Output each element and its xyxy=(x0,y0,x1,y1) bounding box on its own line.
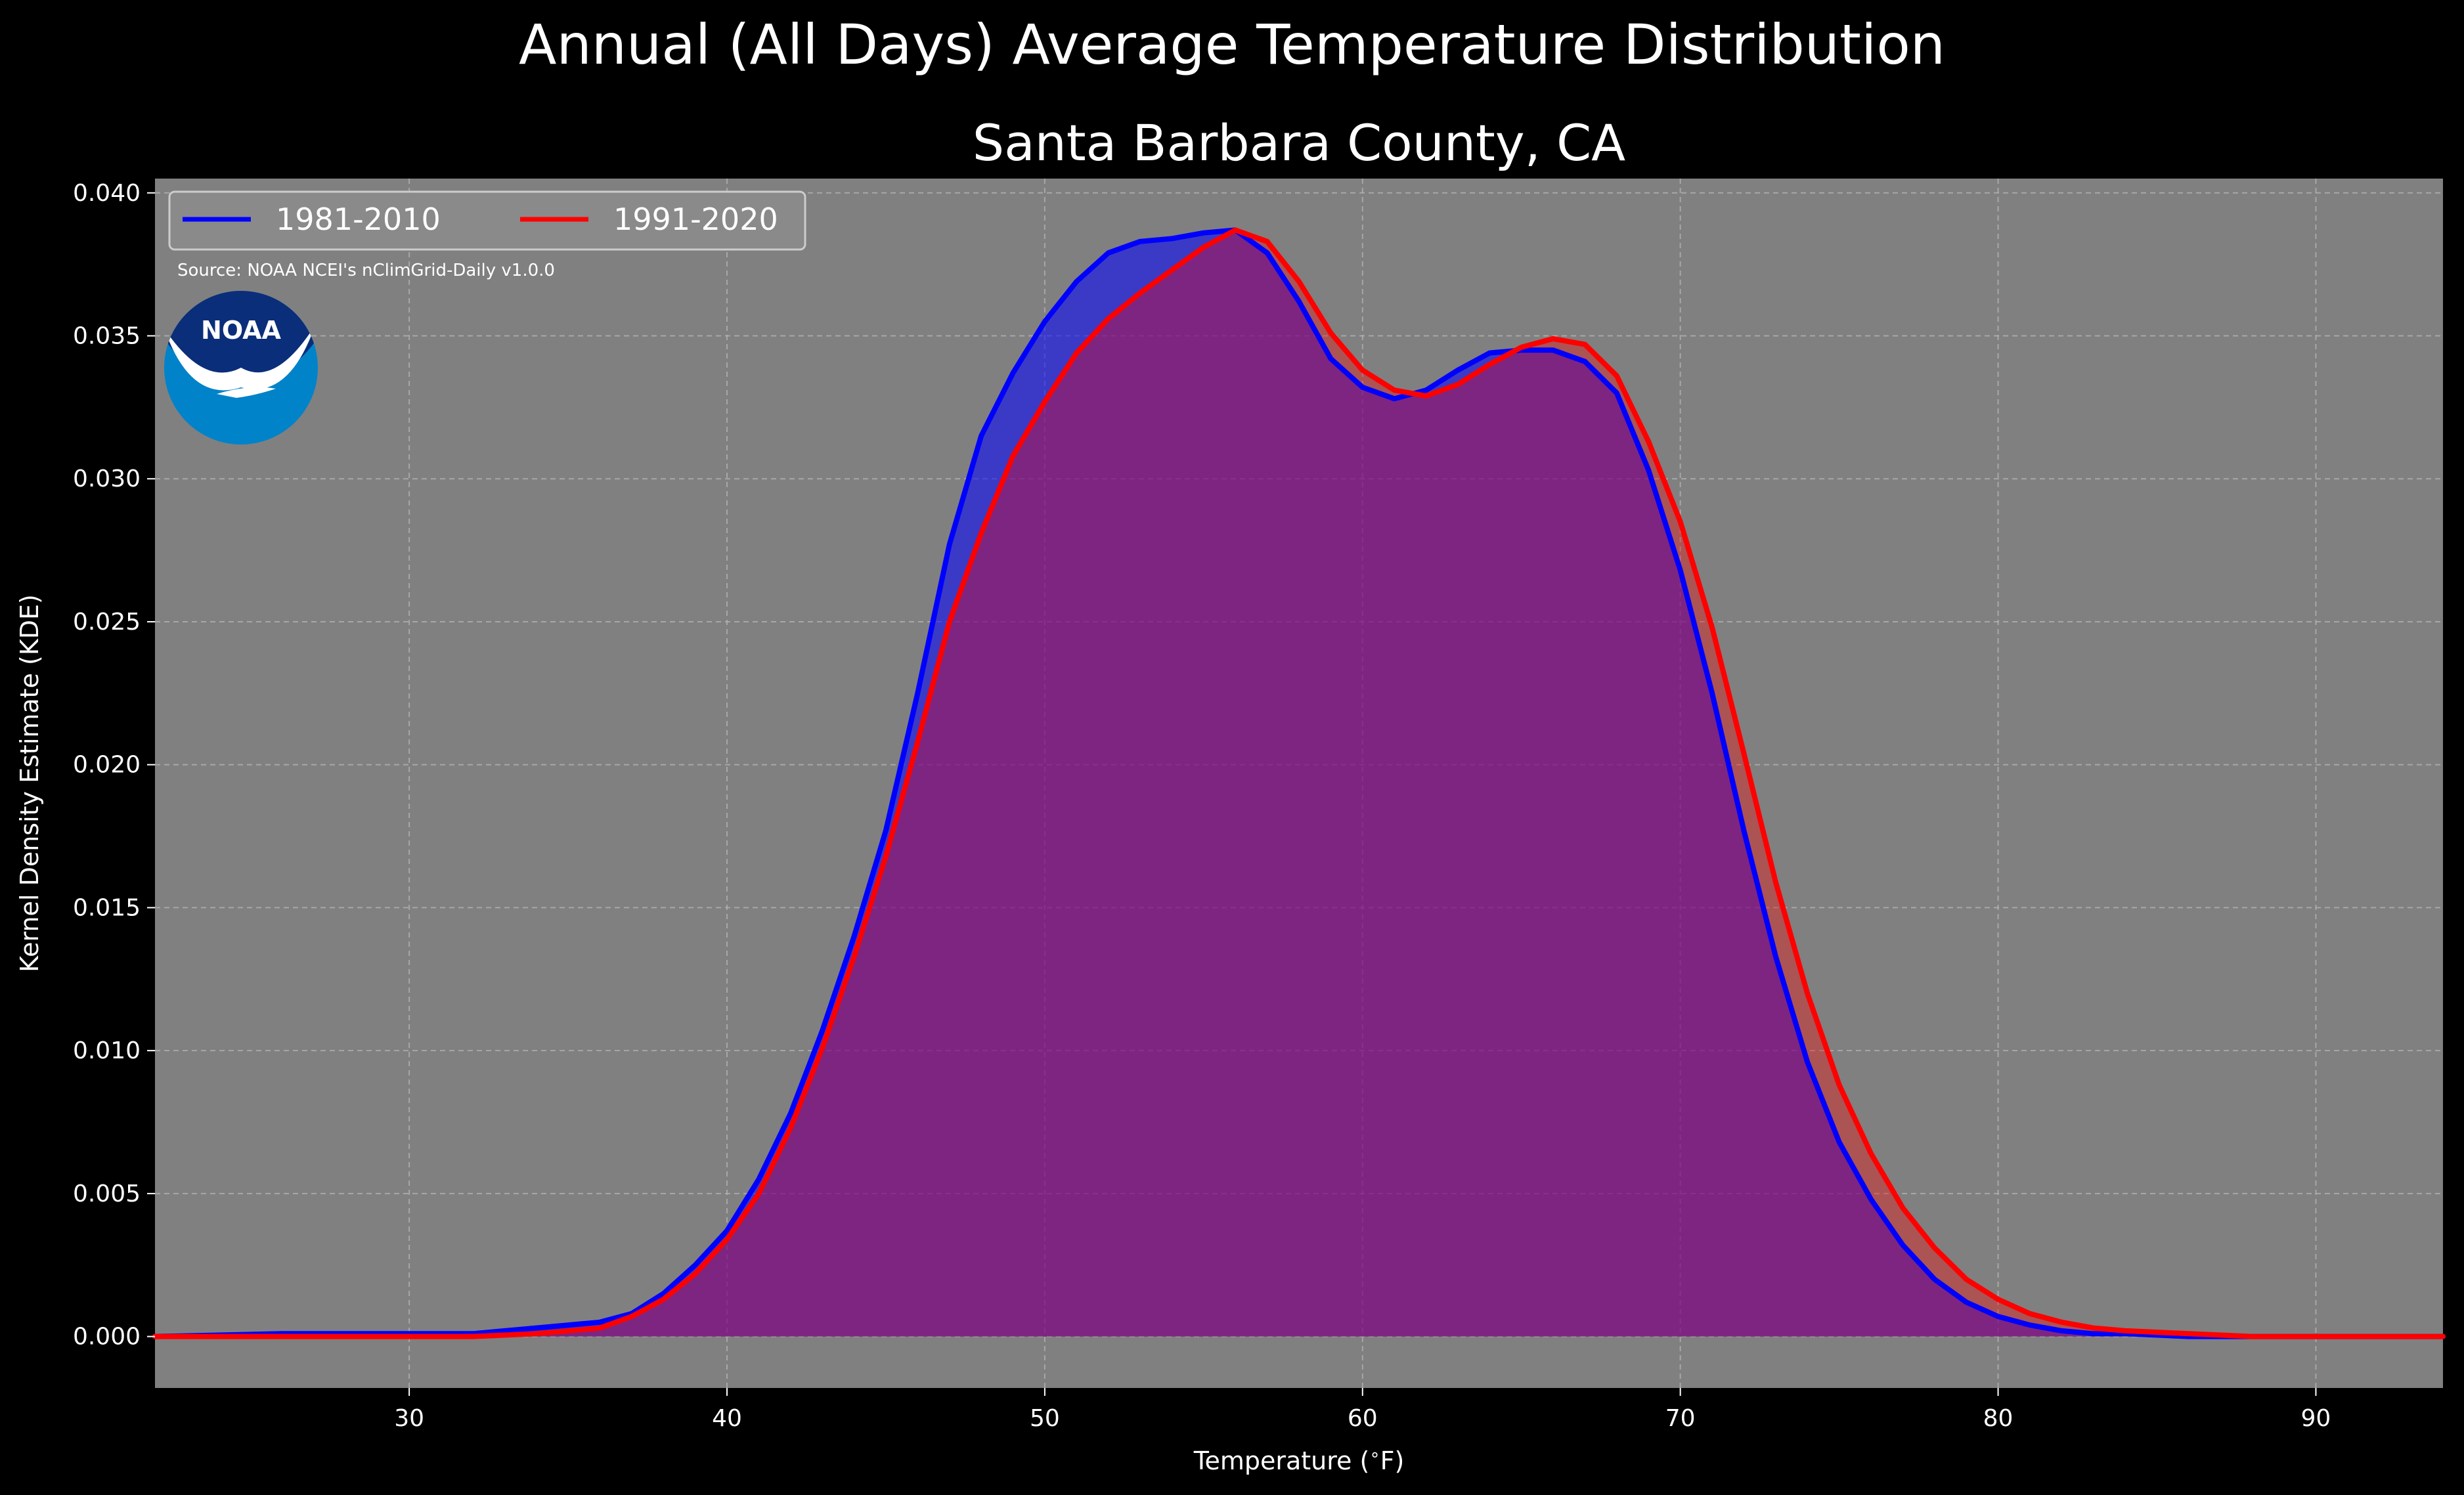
source-annotation: Source: NOAA NCEI's nClimGrid-Daily v1.0… xyxy=(177,261,555,280)
y-tick-label: 0.015 xyxy=(73,894,141,921)
x-tick-label: 70 xyxy=(1665,1405,1696,1432)
y-axis: 0.000 0.005 0.010 0.015 0.020 0.025 0.030 0.035… xyxy=(73,180,155,1351)
noaa-logo-text: NOAA xyxy=(201,316,281,345)
y-axis-label: Kernel Density Estimate (KDE) xyxy=(15,594,44,972)
area-1991-2020 xyxy=(155,230,2443,1337)
y-tick-label: 0.030 xyxy=(73,466,141,492)
x-tick-label: 40 xyxy=(712,1405,742,1432)
series-layer xyxy=(152,227,2446,1339)
legend: 1981-2010 1991-2020 xyxy=(168,190,806,251)
y-tick-label: 0.000 xyxy=(73,1324,141,1351)
x-axis-label: Temperature (∘F) xyxy=(1193,1445,1405,1475)
y-tick-label: 0.010 xyxy=(73,1037,141,1064)
y-tick-label: 0.025 xyxy=(73,609,141,636)
x-axis: 30 40 50 60 70 80 90 xyxy=(394,1388,2331,1432)
x-tick-label: 60 xyxy=(1348,1405,1378,1432)
x-tick-label: 30 xyxy=(394,1405,424,1432)
plot-title: Santa Barbara County, CA xyxy=(973,114,1625,172)
y-tick-label: 0.005 xyxy=(73,1181,141,1207)
figure-suptitle: Annual (All Days) Average Temperature Di… xyxy=(519,12,1945,77)
y-tick-label: 0.020 xyxy=(73,752,141,779)
legend-label-1981-2010: 1981-2010 xyxy=(276,202,441,237)
line-1991-2020 xyxy=(152,227,2446,1339)
legend-frame xyxy=(168,190,806,251)
line-1981-2010 xyxy=(152,227,2446,1339)
x-tick-label: 50 xyxy=(1030,1405,1060,1432)
area-1981-2010 xyxy=(155,230,2443,1337)
legend-label-1991-2020: 1991-2020 xyxy=(613,202,778,237)
y-tick-label: 0.040 xyxy=(73,180,141,207)
y-tick-label: 0.035 xyxy=(73,323,141,350)
x-tick-label: 80 xyxy=(1983,1405,2013,1432)
x-tick-label: 90 xyxy=(2301,1405,2331,1432)
